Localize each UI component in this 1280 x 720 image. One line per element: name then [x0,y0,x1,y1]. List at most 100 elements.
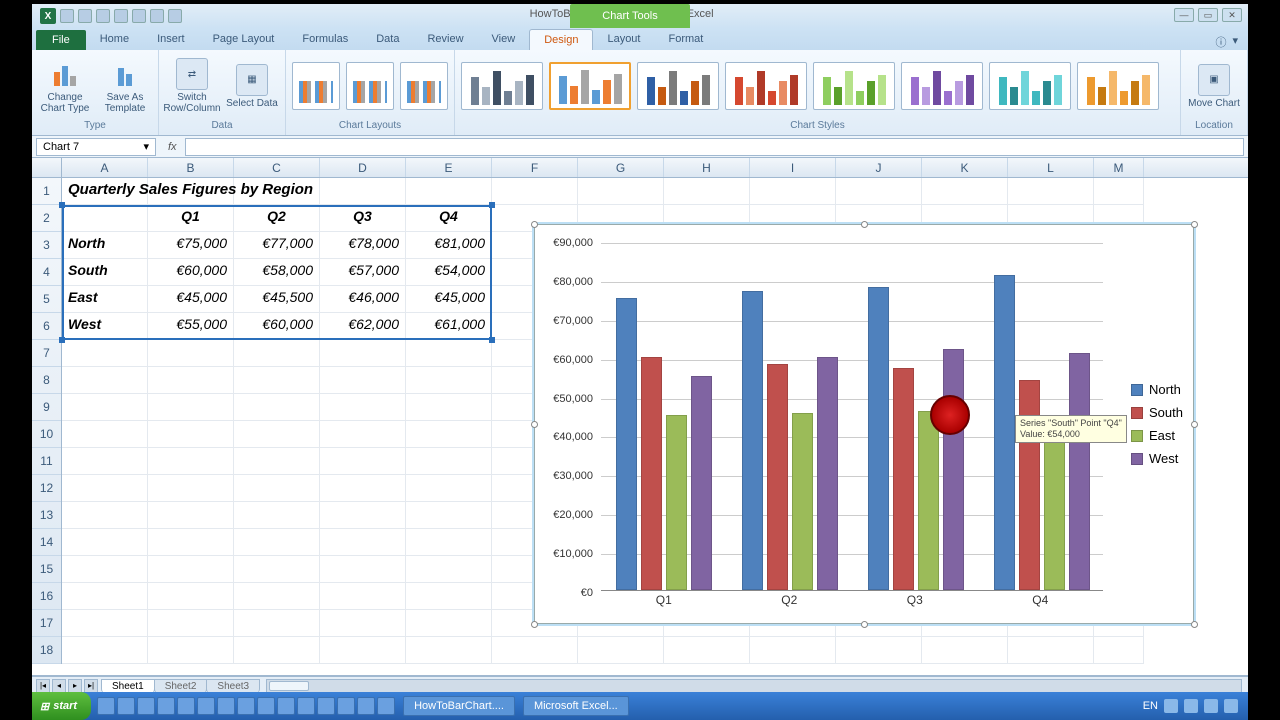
cell-A4[interactable]: South [62,259,148,286]
bar-South-Q2[interactable] [767,364,788,590]
cell-C6[interactable]: €60,000 [234,313,320,340]
cell-G1[interactable] [578,178,664,205]
bar-East-Q2[interactable] [792,413,813,590]
cell-A16[interactable] [62,583,148,610]
cell-E3[interactable]: €81,000 [406,232,492,259]
ribbon-tab-data[interactable]: Data [362,29,413,50]
cell-E17[interactable] [406,610,492,637]
chart-layout-3[interactable] [400,62,448,110]
cell-A10[interactable] [62,421,148,448]
taskbar-item[interactable]: Microsoft Excel... [523,696,629,716]
move-chart-button[interactable]: ▣ Move Chart [1187,64,1241,109]
column-header-H[interactable]: H [664,158,750,177]
cell-D7[interactable] [320,340,406,367]
cell-D15[interactable] [320,556,406,583]
row-header-4[interactable]: 4 [32,259,61,286]
qat-redo-icon[interactable] [96,9,110,23]
chart-resize-handle[interactable] [861,621,868,628]
row-header-13[interactable]: 13 [32,502,61,529]
cell-A11[interactable] [62,448,148,475]
cell-B8[interactable] [148,367,234,394]
column-header-I[interactable]: I [750,158,836,177]
selection-handle[interactable] [489,337,495,343]
file-tab[interactable]: File [36,30,86,50]
cell-B9[interactable] [148,394,234,421]
row-header-8[interactable]: 8 [32,367,61,394]
tray-icon[interactable] [1164,699,1178,713]
row-header-15[interactable]: 15 [32,556,61,583]
window-minimize-button[interactable]: — [1174,8,1194,22]
chart-resize-handle[interactable] [531,221,538,228]
bar-West-Q2[interactable] [817,357,838,590]
bar-North-Q3[interactable] [868,287,889,590]
tray-lang[interactable]: EN [1143,700,1158,712]
name-box-dropdown-icon[interactable]: ▾ [143,140,149,153]
cell-D17[interactable] [320,610,406,637]
ribbon-tab-formulas[interactable]: Formulas [288,29,362,50]
cell-A18[interactable] [62,637,148,664]
cell-D8[interactable] [320,367,406,394]
column-header-C[interactable]: C [234,158,320,177]
cell-B14[interactable] [148,529,234,556]
cell-D13[interactable] [320,502,406,529]
ribbon-tab-insert[interactable]: Insert [143,29,199,50]
cell-B13[interactable] [148,502,234,529]
sheet-tab-sheet3[interactable]: Sheet3 [206,679,260,693]
bar-West-Q3[interactable] [943,349,964,590]
cell-E13[interactable] [406,502,492,529]
cell-G18[interactable] [578,637,664,664]
qat-undo-icon[interactable] [78,9,92,23]
cell-E7[interactable] [406,340,492,367]
tray-icon[interactable] [1204,699,1218,713]
chart-style-8[interactable] [1077,62,1159,110]
cell-A13[interactable] [62,502,148,529]
cell-D4[interactable]: €57,000 [320,259,406,286]
cell-F1[interactable] [492,178,578,205]
chart-style-6[interactable] [901,62,983,110]
cell-B6[interactable]: €55,000 [148,313,234,340]
legend-item-North[interactable]: North [1131,382,1183,397]
cell-D6[interactable]: €62,000 [320,313,406,340]
cell-K1[interactable] [922,178,1008,205]
cell-E5[interactable]: €45,000 [406,286,492,313]
cell-C13[interactable] [234,502,320,529]
chart-style-4[interactable] [725,62,807,110]
sheet-tab-sheet2[interactable]: Sheet2 [154,679,208,693]
selection-handle[interactable] [59,202,65,208]
cell-C12[interactable] [234,475,320,502]
bar-South-Q4[interactable] [1019,380,1040,590]
ql-icon[interactable] [117,697,135,715]
ql-icon[interactable] [317,697,335,715]
cell-C11[interactable] [234,448,320,475]
cell-A9[interactable] [62,394,148,421]
row-header-1[interactable]: 1 [32,178,61,205]
column-header-F[interactable]: F [492,158,578,177]
selection-handle[interactable] [489,202,495,208]
ql-icon[interactable] [337,697,355,715]
tray-icon[interactable] [1224,699,1238,713]
cell-J18[interactable] [836,637,922,664]
legend-item-South[interactable]: South [1131,405,1183,420]
cell-M1[interactable] [1094,178,1144,205]
sheet-nav-last[interactable]: ▸| [84,679,98,693]
ql-icon[interactable] [137,697,155,715]
embedded-chart[interactable]: €0€10,000€20,000€30,000€40,000€50,000€60… [534,224,1194,624]
row-header-6[interactable]: 6 [32,313,61,340]
ql-icon[interactable] [197,697,215,715]
cell-C16[interactable] [234,583,320,610]
start-button[interactable]: ⊞ start [32,692,91,720]
cell-B11[interactable] [148,448,234,475]
ql-icon[interactable] [357,697,375,715]
tray-icon[interactable] [1184,699,1198,713]
ribbon-tab-review[interactable]: Review [413,29,477,50]
save-as-template-button[interactable]: Save As Template [98,58,152,114]
formula-bar-input[interactable] [185,138,1244,156]
ql-icon[interactable] [177,697,195,715]
cell-A7[interactable] [62,340,148,367]
cell-B3[interactable]: €75,000 [148,232,234,259]
column-header-K[interactable]: K [922,158,1008,177]
chart-style-3[interactable] [637,62,719,110]
cell-C15[interactable] [234,556,320,583]
cell-D9[interactable] [320,394,406,421]
cell-D10[interactable] [320,421,406,448]
